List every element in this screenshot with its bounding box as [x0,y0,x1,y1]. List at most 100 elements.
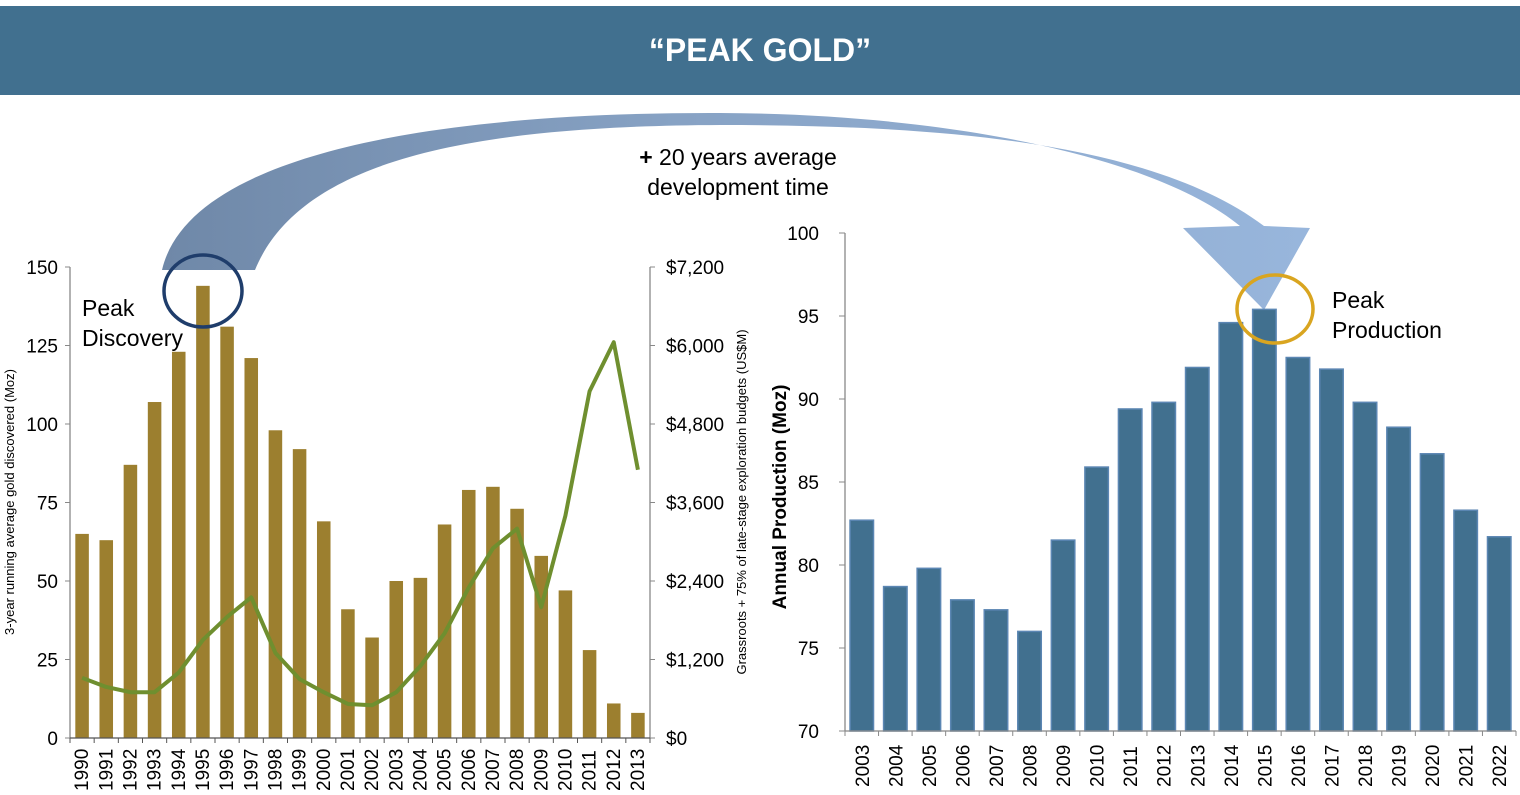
left-x-tick-label: 1992 [120,749,141,791]
exploration-budget-line [81,340,640,708]
development-time-arrow [162,112,1310,310]
production-bar-2006 [949,599,975,732]
production-x-tick-label: 2003 [853,745,874,787]
discovery-bar-1995 [196,285,210,738]
discovery-bar-1992 [123,464,138,738]
production-bar-2007 [983,609,1009,732]
left-y-tick-label: 25 [37,651,58,672]
production-x-tick-label: 2010 [1088,745,1109,787]
production-bar-2011 [1117,408,1143,732]
peak-discovery-label-line1: Peak [82,295,135,321]
discovery-bar-2008 [510,508,524,738]
left-y-tick-label: 50 [37,572,58,593]
discovery-bar-1998 [268,430,283,738]
discovery-bar-1999 [292,449,307,738]
arrow-annotation-line2: development time [647,174,829,200]
production-bar-2017 [1318,368,1344,732]
production-y-axis-title: Annual Production (Moz) [770,385,791,610]
right-y-axis-title: Grassroots + 75% of late-stage explorati… [734,329,749,674]
production-y-tick-label: 95 [798,307,819,328]
production-bar-2016 [1285,356,1311,732]
discovery-bar-1997 [244,358,259,738]
left-x-tick-label: 2003 [386,749,407,791]
peak-production-circle [1235,273,1315,345]
production-x-tick-label: 2015 [1255,745,1276,787]
discovery-bar-2004 [413,577,428,738]
production-bar-2010 [1084,466,1110,732]
production-bar-2013 [1184,366,1210,732]
left-x-tick-label: 2004 [410,748,431,791]
discovery-bar-2013 [631,712,645,738]
discovery-bar-2010 [558,590,573,738]
production-x-tick-label: 2011 [1121,746,1142,787]
production-x-tick-label: 2018 [1356,745,1377,787]
production-chart: 100 95 90 85 80 75 70 2003 2004 2005 2006 2007 2008… [770,224,1517,787]
peak-production-label-line1: Peak [1332,287,1385,313]
production-bar-2004 [882,585,908,732]
production-bar-2022 [1486,536,1512,732]
discovery-bar-2000 [316,521,331,738]
left-x-tick-label: 2009 [531,749,552,791]
production-x-tick-label: 2012 [1155,745,1176,787]
left-x-tick-label: 1990 [72,749,93,791]
left-x-tick-label: 2006 [459,749,480,791]
discovery-bar-2012 [606,703,621,738]
left-x-tick-label: 2007 [483,749,504,791]
left-x-tick-label: 2000 [314,749,335,791]
discovery-bar-2003 [389,581,404,738]
peak-discovery-label-line2: Discovery [82,325,183,351]
production-bar-2015 [1251,308,1277,732]
production-x-tick-label: 2014 [1222,744,1243,787]
discovery-bar-1990 [75,533,89,738]
left-y-tick-label: 75 [37,494,58,515]
production-x-tick-label: 2013 [1188,745,1209,787]
discovery-bar-2011 [582,650,597,738]
left-x-tick-label: 1996 [217,749,238,791]
left-y-tick-label: 100 [26,415,58,436]
header-banner [0,6,1520,95]
production-bar-2012 [1151,401,1177,732]
left-x-tick-label: 2001 [338,749,359,791]
peak-production-label-line2: Production [1332,317,1442,343]
production-y-tick-label: 80 [798,556,819,577]
production-x-tick-label: 2020 [1423,745,1444,787]
production-y-tick-label: 90 [798,390,819,411]
peak-discovery-circle [162,253,244,329]
production-bar-2019 [1386,426,1412,732]
production-x-tick-label: 2016 [1289,745,1310,787]
production-x-tick-label: 2017 [1322,745,1343,787]
right-y-tick-label: $6,000 [666,337,724,358]
left-y-tick-label: 125 [26,337,58,358]
production-bar-2005 [916,567,942,732]
production-x-tick-label: 2005 [920,745,941,787]
arrow-annotation-line1: + 20 years average [639,144,837,170]
left-y-tick-label: 0 [47,729,58,750]
right-y-tick-label: $4,800 [666,415,724,436]
production-bar-2018 [1352,401,1378,732]
discovery-bar-2007 [486,486,500,738]
discovery-bar-1991 [99,540,114,738]
left-x-tick-label: 2012 [604,749,625,791]
production-bar-2020 [1419,453,1445,732]
right-y-tick-label: $1,200 [666,651,724,672]
left-x-tick-label: 2002 [362,749,383,791]
discovery-bar-1993 [147,402,162,738]
left-y-tick-label: 150 [26,258,58,279]
production-bar-2003 [849,519,875,732]
production-bar-2009 [1050,539,1076,732]
production-y-tick-label: 100 [787,224,819,245]
production-x-tick-label: 2004 [886,744,907,787]
production-x-tick-label: 2006 [953,745,974,787]
left-x-tick-label: 1997 [241,749,262,791]
production-x-tick-label: 2021 [1457,745,1478,787]
production-x-tick-label: 2019 [1390,745,1411,787]
right-y-tick-label: $2,400 [666,572,724,593]
right-y-tick-label: $7,200 [666,258,724,279]
production-bar-2014 [1218,321,1244,732]
left-x-tick-label: 1995 [193,749,214,791]
page-title: “PEAK GOLD” [648,32,872,68]
production-bar-2021 [1453,509,1479,732]
left-x-tick-label: 1998 [265,749,286,791]
right-y-tick-label: $3,600 [666,494,724,515]
